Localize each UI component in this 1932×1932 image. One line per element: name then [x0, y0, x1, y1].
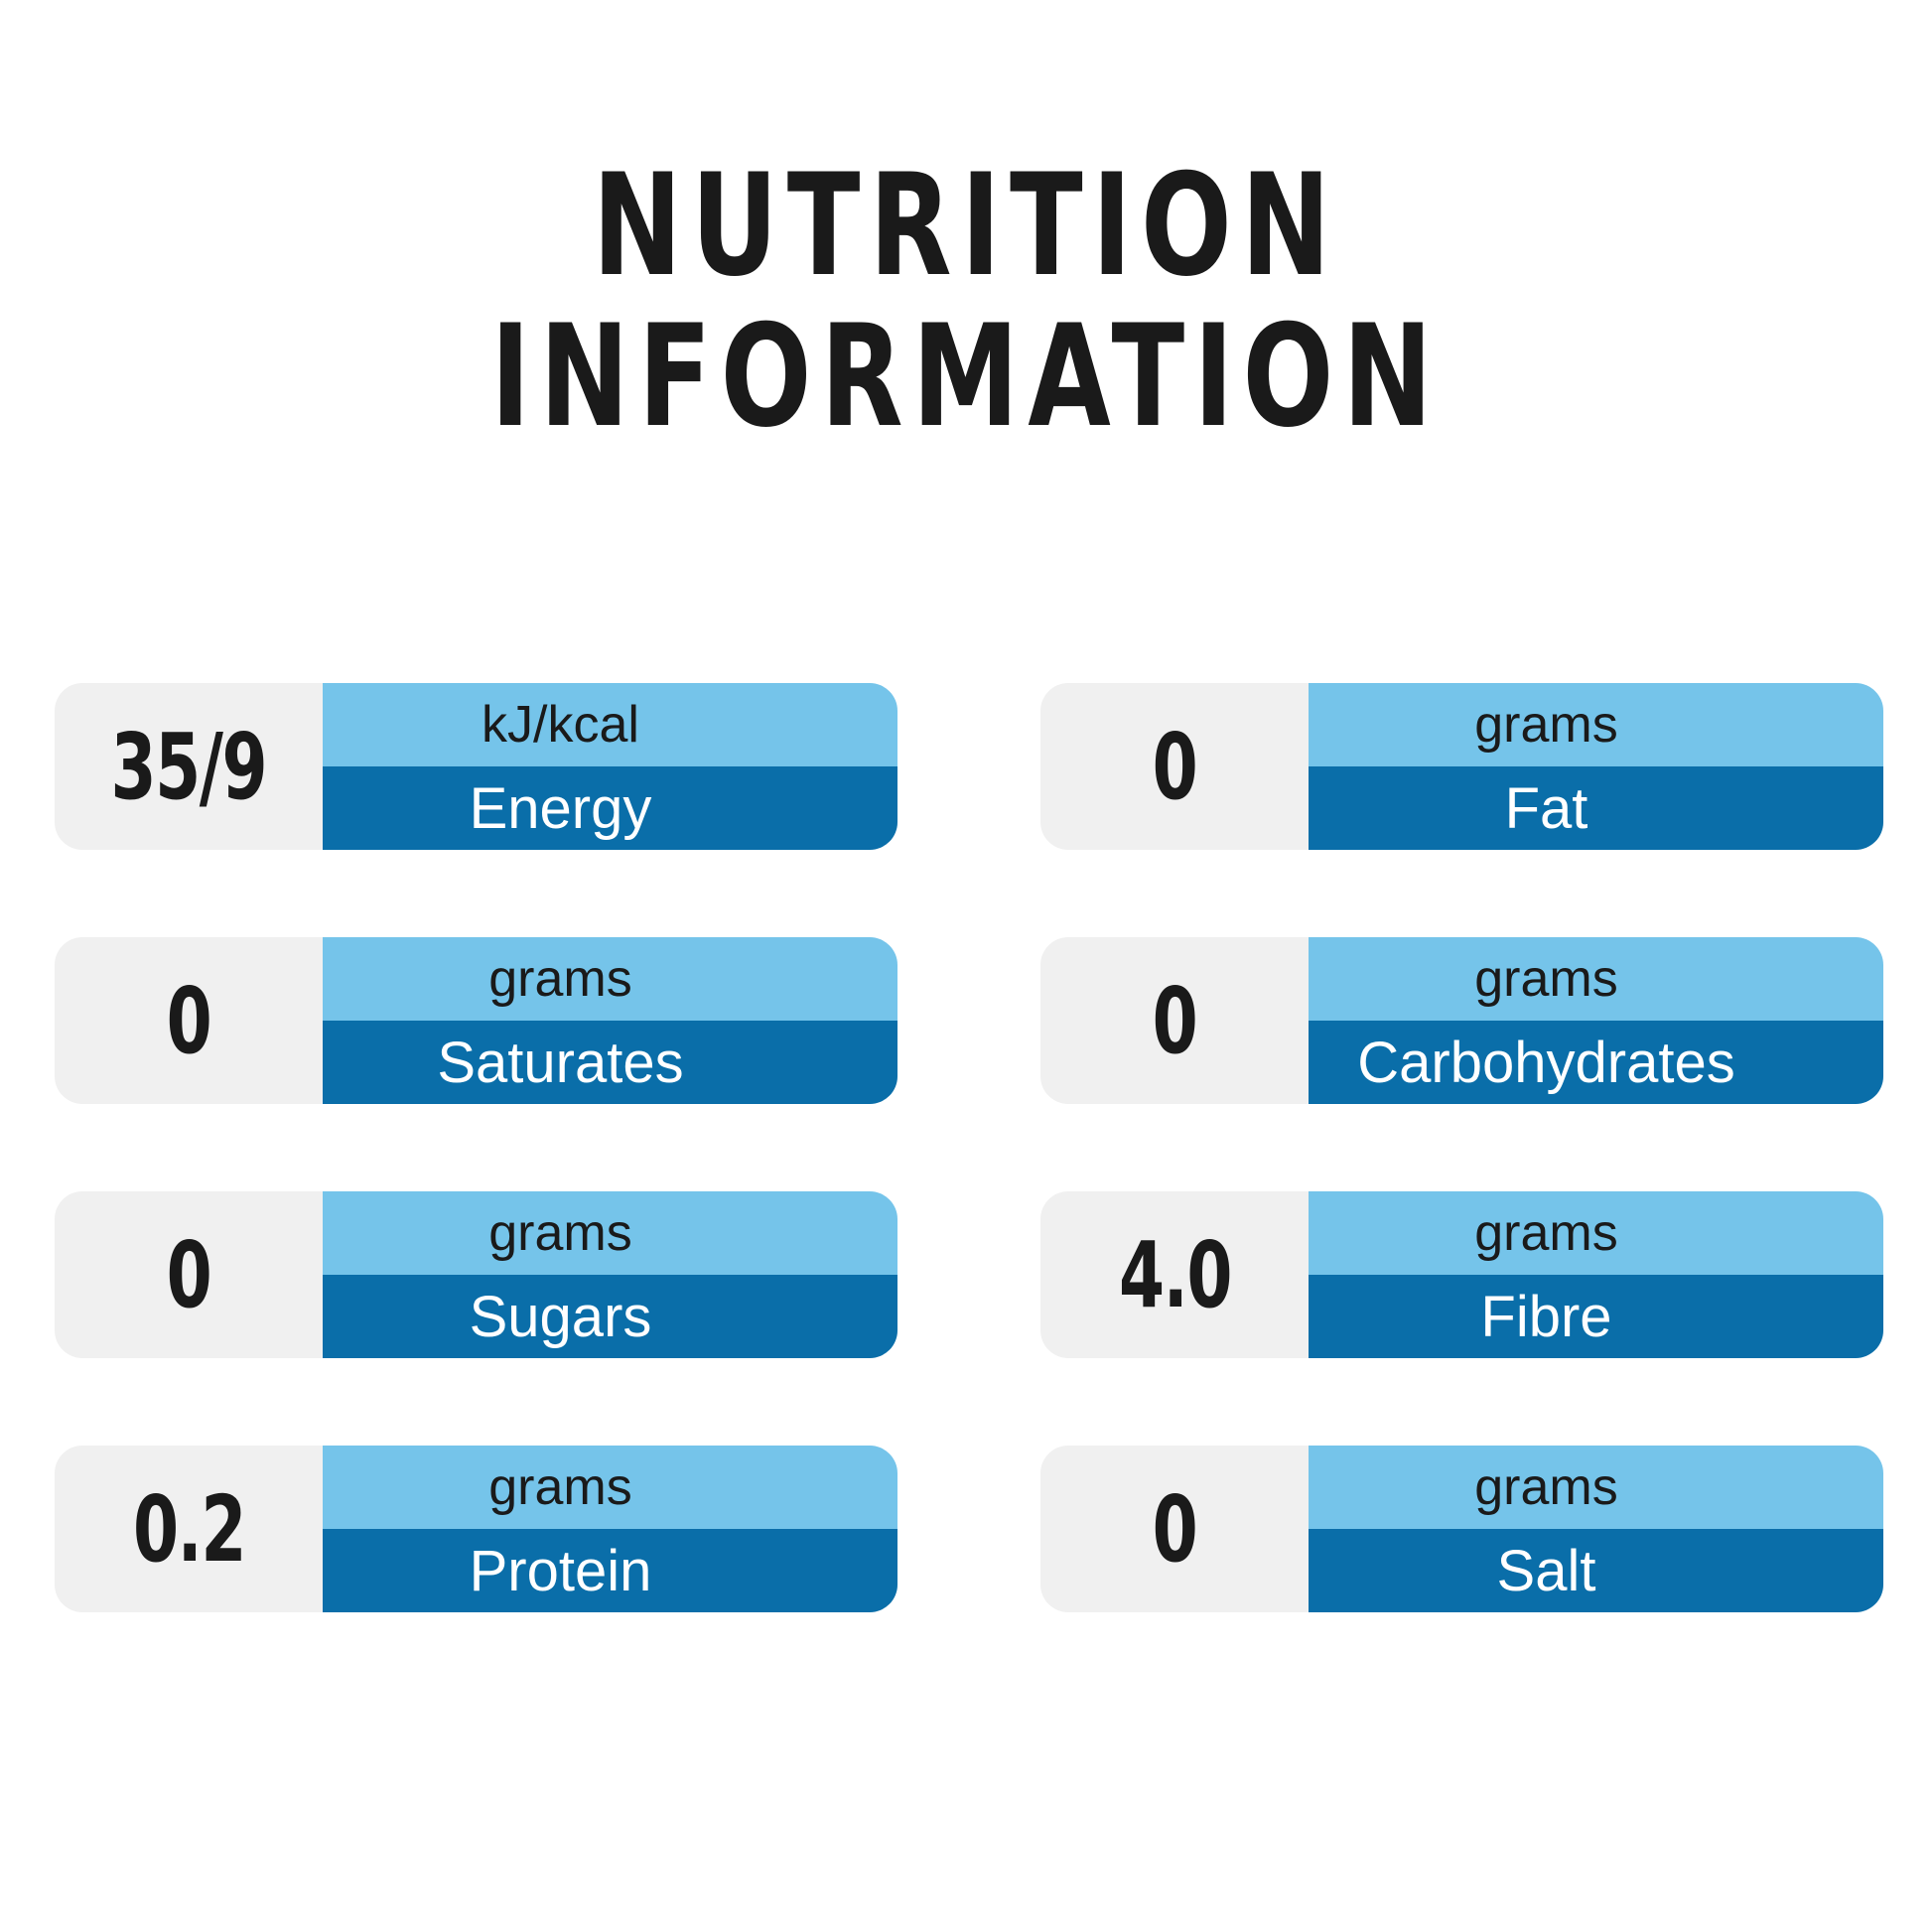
label-band: Saturates [323, 1021, 897, 1104]
value-panel: 0 [1040, 1446, 1309, 1612]
nutrient-row-salt: 0 grams Salt [1040, 1446, 1883, 1612]
nutrient-unit: grams [1474, 696, 1618, 754]
label-band: Sugars [323, 1275, 897, 1358]
nutrient-unit: grams [488, 1458, 632, 1516]
value-panel: 0.2 [55, 1446, 323, 1612]
nutrient-value: 0 [1152, 967, 1198, 1074]
band-group: grams Fat [1309, 683, 1883, 850]
page-title: NUTRITION INFORMATION [0, 151, 1932, 453]
nutrient-unit: grams [488, 950, 632, 1008]
unit-band: grams [1309, 683, 1883, 766]
nutrient-row-energy: 35/9 kJ/kcal Energy [55, 683, 897, 850]
value-panel: 0 [1040, 937, 1309, 1104]
page-title-line1: NUTRITION [592, 144, 1340, 308]
band-group: grams Fibre [1309, 1191, 1883, 1358]
nutrient-unit: grams [1474, 1204, 1618, 1262]
nutrient-unit: kJ/kcal [482, 696, 639, 754]
label-band: Energy [323, 766, 897, 850]
nutrient-row-carbohydrates: 0 grams Carbohydrates [1040, 937, 1883, 1104]
nutrient-value: 35/9 [110, 713, 268, 820]
label-band: Protein [323, 1529, 897, 1612]
nutrient-value: 0.2 [132, 1475, 245, 1583]
value-panel: 0 [55, 1191, 323, 1358]
nutrient-label: Saturates [437, 1030, 684, 1095]
nutrient-value: 0 [166, 967, 212, 1074]
nutrient-row-fibre: 4.0 grams Fibre [1040, 1191, 1883, 1358]
nutrition-grid: 35/9 kJ/kcal Energy 0 grams Saturates 0 [55, 683, 1883, 1612]
value-panel: 35/9 [55, 683, 323, 850]
nutrient-row-protein: 0.2 grams Protein [55, 1446, 897, 1612]
unit-band: grams [323, 1191, 897, 1275]
nutrient-row-fat: 0 grams Fat [1040, 683, 1883, 850]
band-group: grams Carbohydrates [1309, 937, 1883, 1104]
band-group: grams Salt [1309, 1446, 1883, 1612]
value-panel: 0 [1040, 683, 1309, 850]
unit-band: grams [323, 937, 897, 1021]
label-band: Carbohydrates [1309, 1021, 1883, 1104]
nutrient-value: 0 [1152, 1475, 1198, 1583]
band-group: grams Protein [323, 1446, 897, 1612]
nutrient-label: Sugars [469, 1284, 652, 1349]
unit-band: grams [1309, 937, 1883, 1021]
nutrient-label: Fat [1504, 775, 1588, 841]
nutrient-label: Protein [469, 1538, 652, 1603]
nutrient-row-sugars: 0 grams Sugars [55, 1191, 897, 1358]
band-group: kJ/kcal Energy [323, 683, 897, 850]
page-title-line2: INFORMATION [490, 295, 1442, 459]
unit-band: kJ/kcal [323, 683, 897, 766]
nutrient-value: 4.0 [1118, 1221, 1231, 1328]
nutrient-row-saturates: 0 grams Saturates [55, 937, 897, 1104]
unit-band: grams [1309, 1191, 1883, 1275]
nutrient-label: Salt [1496, 1538, 1596, 1603]
nutrient-value: 0 [166, 1221, 212, 1328]
unit-band: grams [1309, 1446, 1883, 1529]
nutrient-value: 0 [1152, 713, 1198, 820]
value-panel: 4.0 [1040, 1191, 1309, 1358]
nutrient-unit: grams [1474, 1458, 1618, 1516]
label-band: Salt [1309, 1529, 1883, 1612]
label-band: Fat [1309, 766, 1883, 850]
band-group: grams Sugars [323, 1191, 897, 1358]
nutrient-label: Carbohydrates [1357, 1030, 1735, 1095]
nutrient-label: Energy [469, 775, 652, 841]
nutrient-unit: grams [1474, 950, 1618, 1008]
band-group: grams Saturates [323, 937, 897, 1104]
nutrient-unit: grams [488, 1204, 632, 1262]
unit-band: grams [323, 1446, 897, 1529]
label-band: Fibre [1309, 1275, 1883, 1358]
value-panel: 0 [55, 937, 323, 1104]
nutrient-label: Fibre [1480, 1284, 1612, 1349]
